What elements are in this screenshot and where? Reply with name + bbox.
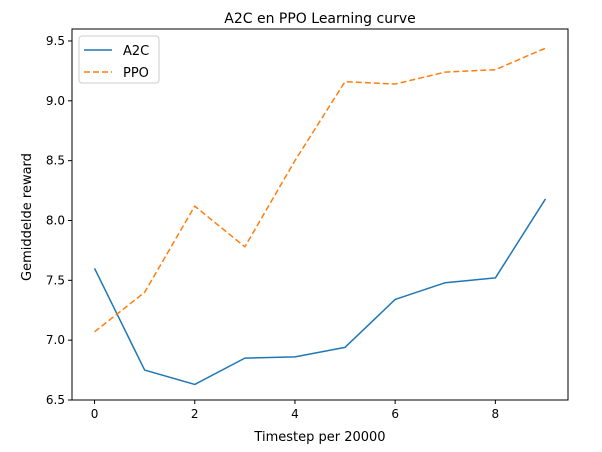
y-tick-label: 9.0 <box>46 94 65 108</box>
y-tick-label: 7.5 <box>46 273 65 287</box>
x-tick-label: 2 <box>191 407 199 421</box>
y-tick-label: 7.0 <box>46 333 65 347</box>
x-axis-label: Timestep per 20000 <box>253 430 385 445</box>
y-axis-label: Gemiddelde reward <box>20 153 35 281</box>
legend-label-ppo: PPO <box>123 66 149 81</box>
chart-title: A2C en PPO Learning curve <box>224 11 415 27</box>
y-tick-label: 8.0 <box>46 213 65 227</box>
legend: A2C PPO <box>78 35 160 84</box>
y-tick-label: 8.5 <box>46 154 65 168</box>
series-layer <box>93 47 547 386</box>
series-line-ppo <box>94 47 546 333</box>
x-tick-label: 0 <box>91 407 99 421</box>
y-tick-label: 6.5 <box>46 393 65 407</box>
series-line-a2c <box>93 198 547 386</box>
x-tick-label: 8 <box>492 407 500 421</box>
x-tick-label: 4 <box>291 407 299 421</box>
x-tick-label: 6 <box>391 407 399 421</box>
ticks-layer: 0 2 4 6 8 6.5 7.0 7.5 8.0 8.5 9.0 9.5 <box>46 34 499 421</box>
y-tick-label: 9.5 <box>46 34 65 48</box>
plot-frame <box>71 28 569 401</box>
legend-label-a2c: A2C <box>123 44 149 59</box>
